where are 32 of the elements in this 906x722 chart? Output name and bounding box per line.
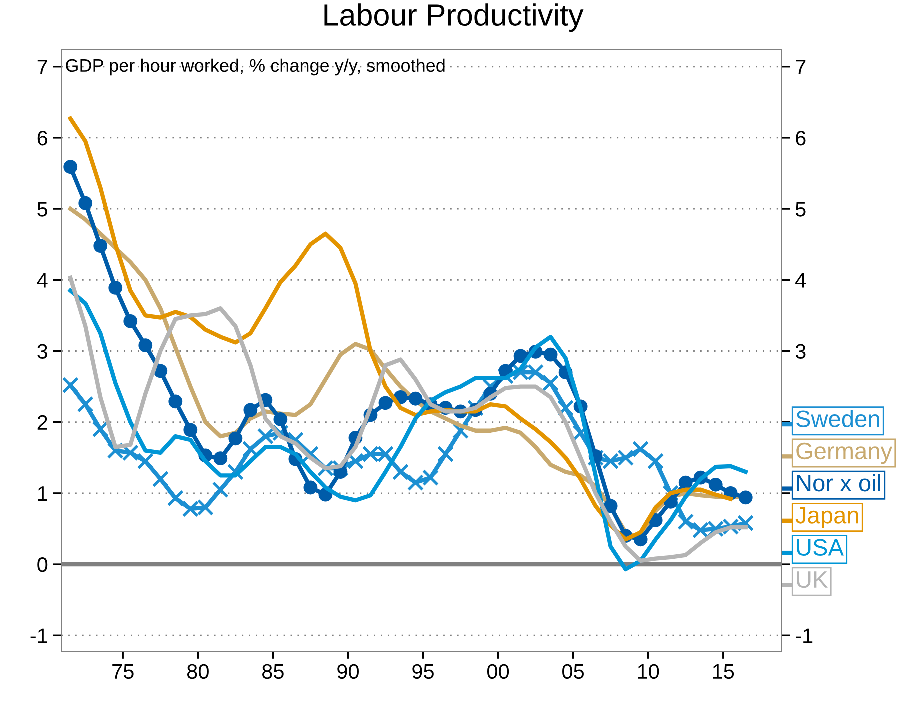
x-tick-label: 00 (488, 664, 510, 680)
y-tick-label: 6 (38, 130, 48, 146)
y2-tick-label: 4 (796, 273, 806, 288)
y2-tick-label: 3 (796, 344, 806, 359)
x-tick-label: 85 (262, 664, 284, 680)
y-tick-label: 4 (37, 273, 48, 288)
y2-tick-label: 6 (796, 130, 806, 146)
legend-label: Nor x oil (797, 474, 880, 492)
y2-tick-label: 7 (796, 60, 806, 74)
y-tick-label: 3 (38, 344, 48, 359)
x-tick-label: 15 (713, 664, 734, 680)
chart-subtitle: GDP per hour worked, % change y/y, smoothed (66, 58, 445, 76)
x-tick-label: 10 (638, 664, 660, 680)
x-tick-label: 95 (412, 664, 434, 680)
x-tick-label: 75 (112, 664, 134, 680)
x-tick-label: 05 (562, 664, 584, 680)
legend-label: UK (797, 572, 828, 588)
y-tick-label: 7 (38, 60, 48, 74)
legend-label: Japan (796, 507, 858, 528)
y-tick-label: 5 (38, 202, 48, 217)
y-tick-label: 0 (38, 558, 48, 572)
y-tick-label: 2 (38, 415, 48, 430)
y2-tick-label: -1 (796, 628, 813, 644)
y2-tick-label: 5 (796, 202, 806, 217)
legend-label: USA (797, 539, 844, 556)
x-tick-label: 80 (187, 664, 209, 680)
chart-title: Labour Productivity (324, 4, 584, 32)
legend-label: Sweden (796, 410, 880, 428)
x-tick-label: 90 (338, 664, 359, 680)
y-tick-label: -1 (30, 628, 48, 644)
y-tick-label: 1 (38, 486, 48, 501)
legend-label: Germany (796, 442, 893, 464)
